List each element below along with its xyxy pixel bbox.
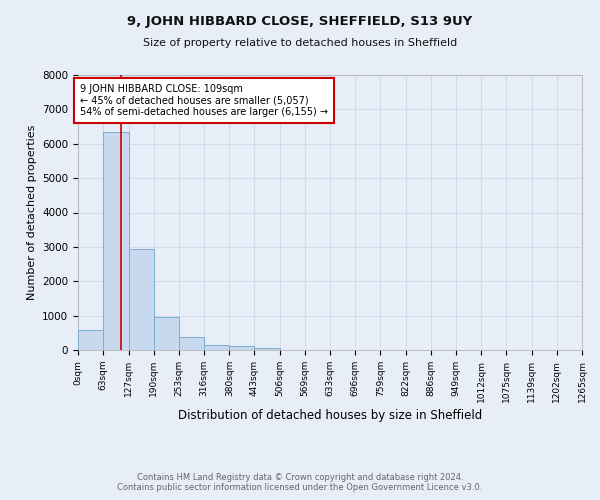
Bar (154, 316, 179, 350)
Bar (229, 346, 254, 350)
Bar (204, 344, 229, 350)
Y-axis label: Number of detached properties: Number of detached properties (26, 125, 37, 300)
Bar (254, 348, 280, 350)
Bar (128, 248, 154, 350)
Text: Contains HM Land Registry data © Crown copyright and database right 2024.
Contai: Contains HM Land Registry data © Crown c… (118, 473, 482, 492)
Text: 9, JOHN HIBBARD CLOSE, SHEFFIELD, S13 9UY: 9, JOHN HIBBARD CLOSE, SHEFFIELD, S13 9U… (127, 15, 473, 28)
Bar (179, 338, 204, 350)
X-axis label: Distribution of detached houses by size in Sheffield: Distribution of detached houses by size … (178, 409, 482, 422)
Text: 9 JOHN HIBBARD CLOSE: 109sqm
← 45% of detached houses are smaller (5,057)
54% of: 9 JOHN HIBBARD CLOSE: 109sqm ← 45% of de… (80, 84, 328, 117)
Bar (103, 132, 128, 350)
Text: Size of property relative to detached houses in Sheffield: Size of property relative to detached ho… (143, 38, 457, 48)
Bar (78, 330, 103, 350)
